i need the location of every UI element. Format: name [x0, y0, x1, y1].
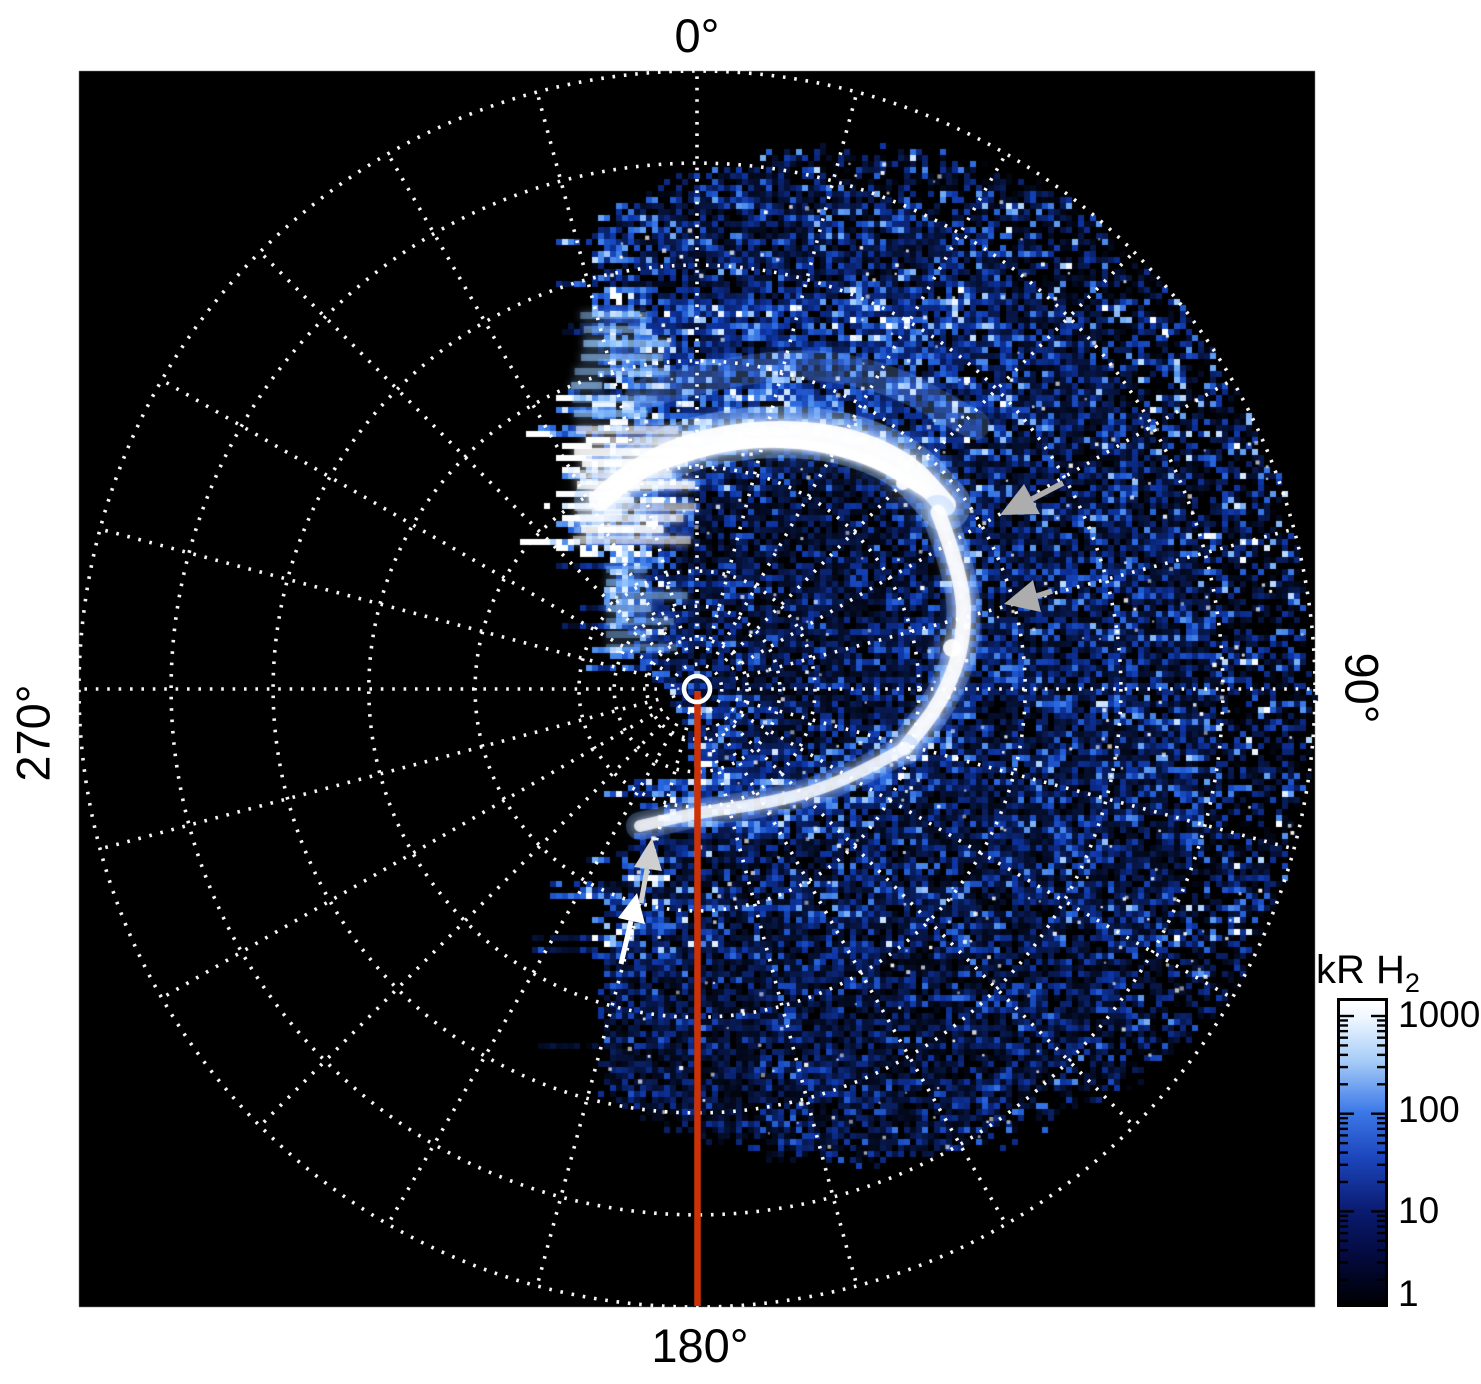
colorbar-tick-label-100: 100: [1398, 1089, 1460, 1130]
gray-arrow-middle-right: [1004, 580, 1053, 612]
angle-label-180: 180°: [651, 1319, 749, 1372]
colorbar-title-main: kR H: [1316, 948, 1405, 992]
colorbar-title-subscript: 2: [1404, 968, 1420, 998]
gray-arrow-upper-right: [1000, 480, 1065, 515]
colorbar-tick-label-10: 10: [1398, 1190, 1440, 1231]
angle-label-0: 0°: [674, 9, 720, 62]
dotted-polar-grid: [77, 69, 1317, 1309]
light-gray-arrow-below-center: [634, 838, 662, 904]
white-arrow-below-center: [618, 893, 645, 965]
colorbar-tick-label-1: 1: [1398, 1273, 1419, 1314]
angle-label-270: 270°: [6, 684, 60, 782]
colorbar-ticks: [1340, 1014, 1385, 1305]
angle-label-90: 90°: [1335, 652, 1389, 724]
colorbar-tick-label-1000: 1000: [1398, 994, 1481, 1035]
colorbar-title: kR H2: [1316, 948, 1420, 998]
pole-marker-ring: [681, 673, 713, 705]
